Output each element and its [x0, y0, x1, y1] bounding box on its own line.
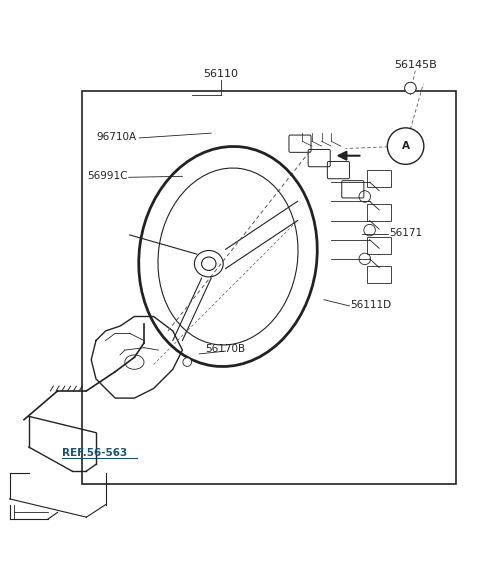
Bar: [367, 170, 391, 187]
Circle shape: [183, 358, 192, 366]
Circle shape: [405, 82, 416, 94]
Bar: [367, 238, 391, 254]
Text: 56170B: 56170B: [205, 344, 246, 354]
Circle shape: [387, 128, 424, 164]
Bar: [82, 91, 456, 484]
Text: 56111D: 56111D: [350, 300, 392, 309]
Text: 56991C: 56991C: [87, 171, 127, 181]
Text: 56145B: 56145B: [394, 60, 437, 70]
Text: A: A: [402, 141, 409, 151]
Text: 56171: 56171: [389, 228, 422, 238]
Text: 56110: 56110: [204, 69, 238, 79]
Text: REF.56-563: REF.56-563: [62, 448, 128, 458]
Bar: [367, 204, 391, 221]
Text: 96710A: 96710A: [96, 132, 137, 142]
Bar: [367, 266, 391, 283]
